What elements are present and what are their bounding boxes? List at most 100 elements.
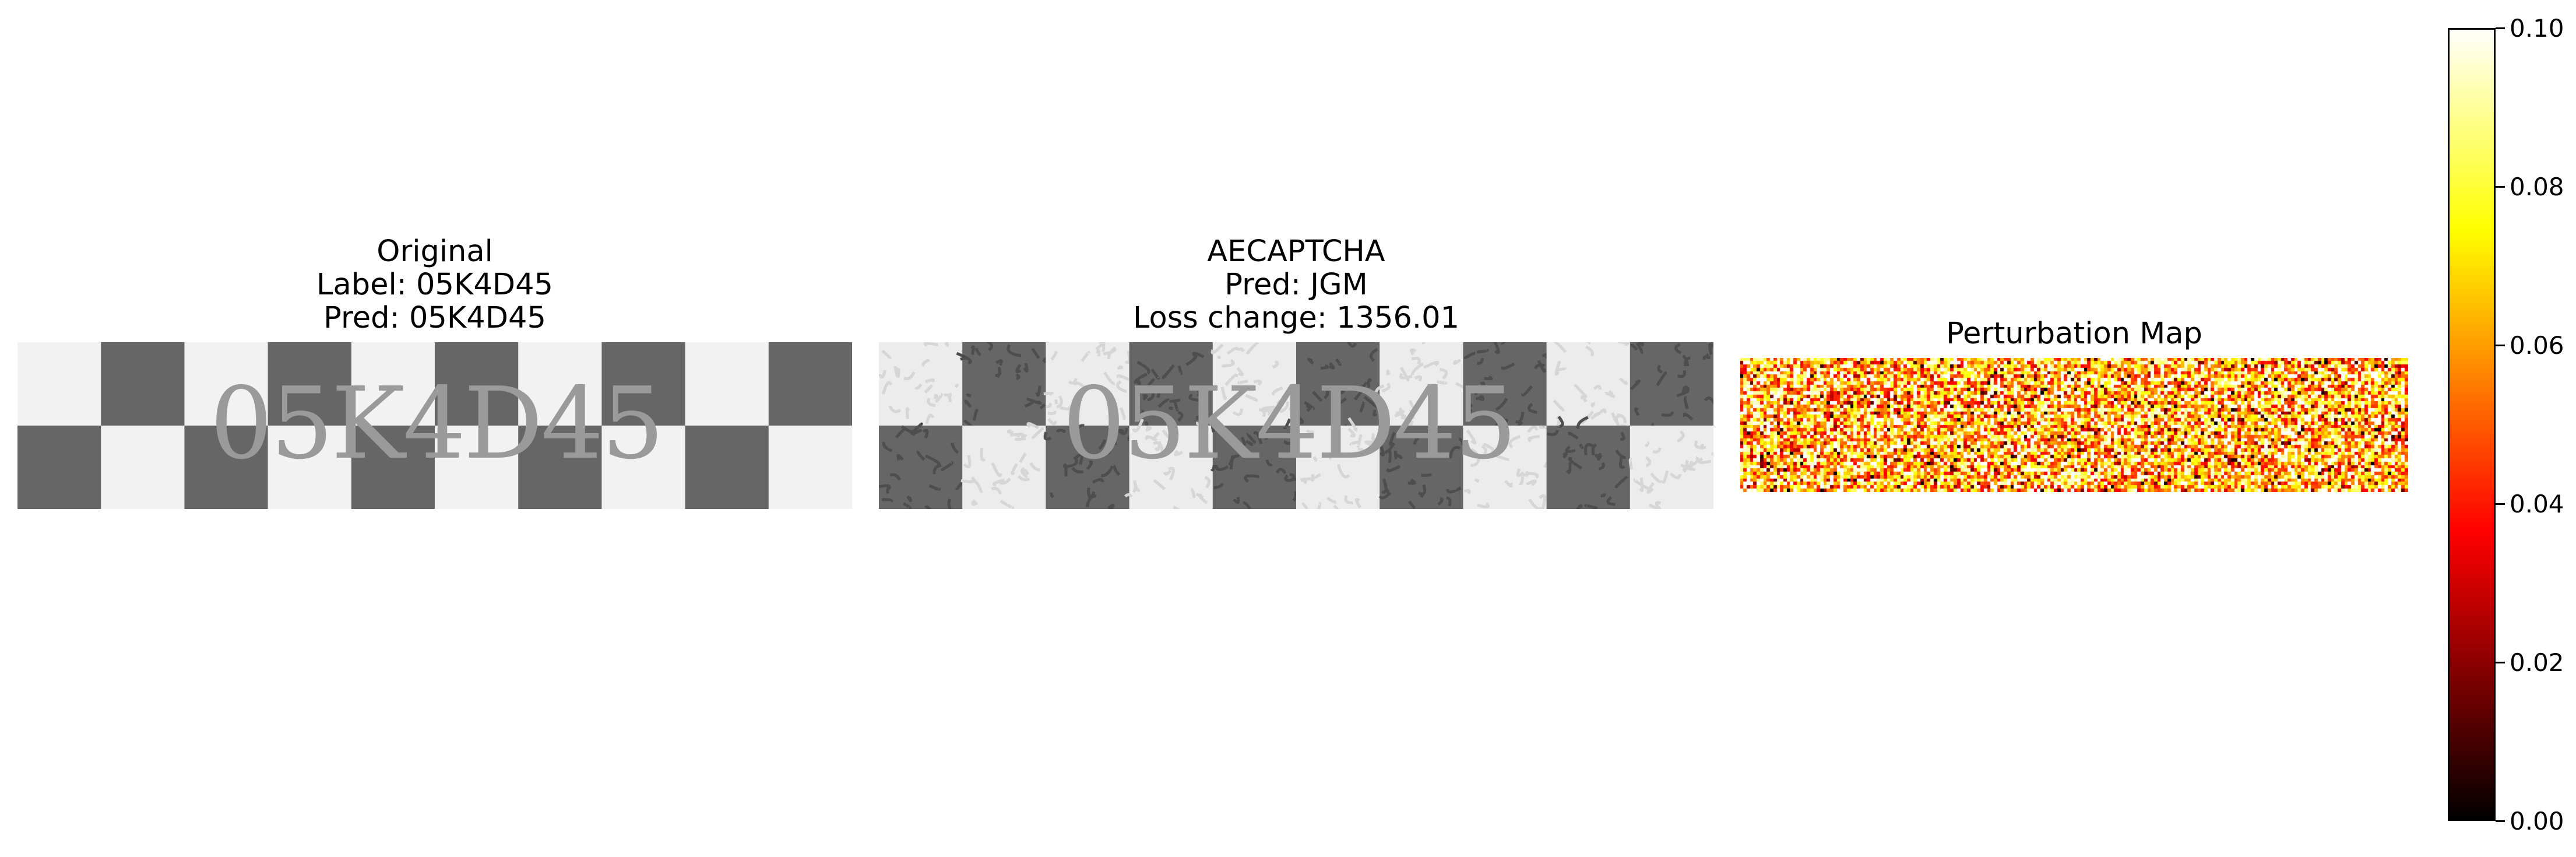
noise-stroke [986, 342, 994, 352]
noise-stroke [1031, 347, 1040, 359]
noise-stroke [1347, 427, 1356, 438]
noise-stroke [1446, 489, 1456, 494]
noise-stroke [1312, 391, 1323, 402]
noise-stroke [1476, 348, 1489, 354]
noise-stroke [1309, 473, 1315, 482]
noise-stroke [1157, 398, 1170, 408]
noise-stroke [980, 447, 986, 462]
noise-stroke [1634, 407, 1640, 416]
noise-stroke [1463, 489, 1471, 495]
noise-stroke [1407, 478, 1416, 485]
noise-stroke [1010, 433, 1025, 439]
noise-stroke [1196, 387, 1202, 397]
noise-stroke [934, 394, 939, 399]
noise-stroke [1026, 422, 1040, 430]
noise-stroke [1370, 433, 1375, 441]
noise-stroke [1378, 491, 1392, 500]
perturbation-panel-title: Perturbation Map [1946, 317, 2202, 351]
noise-stroke [1210, 343, 1224, 354]
noise-stroke [893, 366, 899, 378]
noise-stroke [1437, 497, 1444, 506]
noise-stroke [927, 397, 936, 408]
noise-stroke [888, 405, 902, 413]
noise-stroke [1292, 491, 1297, 502]
noise-stroke [1683, 467, 1693, 473]
noise-stroke [1373, 409, 1377, 417]
noise-stroke [1534, 363, 1546, 370]
aecaptcha-captcha-image: 05K4D45 [879, 342, 1713, 509]
colorbar-tick-label: 0.10 [2510, 14, 2564, 43]
checker-cell [768, 342, 852, 426]
original-checkerboard [17, 342, 852, 509]
noise-stroke [1233, 497, 1240, 504]
noise-stroke [1228, 454, 1240, 466]
noise-stroke [1133, 480, 1141, 492]
noise-stroke [1528, 435, 1540, 442]
noise-stroke [1553, 399, 1565, 412]
noise-stroke [1113, 465, 1121, 476]
noise-stroke [1050, 350, 1058, 361]
noise-stroke [1606, 496, 1616, 506]
noise-stroke [963, 455, 972, 468]
noise-stroke [999, 477, 1011, 485]
noise-stroke [1116, 380, 1127, 394]
noise-stroke [1474, 478, 1480, 483]
noise-stroke [1188, 393, 1200, 402]
aecaptcha-pred-line: Pred: JGM [1224, 268, 1368, 302]
noise-stroke [1367, 378, 1373, 388]
noise-stroke [1011, 463, 1018, 475]
noise-stroke [906, 495, 913, 503]
noise-stroke [1618, 456, 1625, 469]
noise-stroke [1414, 375, 1423, 382]
noise-stroke [945, 342, 949, 347]
noise-stroke [1086, 460, 1093, 470]
checker-cell [184, 342, 269, 426]
noise-stroke [1553, 342, 1567, 353]
checker-cell [1380, 342, 1464, 426]
noise-stroke [1071, 467, 1083, 473]
noise-stroke [971, 499, 979, 506]
noise-stroke [1134, 373, 1148, 384]
noise-stroke [1081, 351, 1090, 362]
noise-stroke [970, 345, 975, 355]
noise-stroke [1023, 363, 1029, 373]
noise-stroke [1630, 380, 1641, 391]
noise-stroke [1015, 364, 1022, 374]
noise-stroke [1015, 373, 1020, 381]
noise-stroke [1177, 410, 1184, 422]
noise-stroke [1500, 342, 1506, 345]
noise-stroke [1014, 433, 1027, 441]
noise-stroke [1092, 477, 1104, 484]
original-title-line: Original [376, 234, 493, 269]
noise-stroke [956, 352, 972, 364]
noise-stroke [1463, 352, 1476, 360]
noise-stroke [1244, 474, 1260, 483]
noise-stroke [1669, 472, 1681, 479]
colorbar-tick-label: 0.02 [2510, 648, 2564, 677]
noise-stroke [1114, 428, 1124, 435]
noise-stroke [1484, 375, 1493, 381]
noise-stroke [1546, 430, 1559, 436]
noise-stroke [1292, 414, 1300, 427]
noise-stroke [1637, 342, 1645, 347]
noise-stroke [1515, 412, 1525, 424]
noise-stroke [1199, 440, 1209, 451]
noise-stroke [995, 359, 1003, 366]
noise-stroke [1328, 454, 1333, 460]
noise-stroke [1708, 342, 1713, 355]
checker-cell [17, 342, 102, 426]
noise-stroke [1243, 501, 1251, 509]
noise-stroke [1413, 433, 1425, 445]
noise-stroke [1527, 426, 1539, 433]
noise-stroke [1449, 446, 1461, 459]
noise-stroke [1117, 427, 1128, 435]
noise-stroke [1353, 388, 1363, 401]
noise-stroke [1518, 476, 1525, 486]
checker-cell [1463, 426, 1547, 509]
noise-stroke [1195, 416, 1203, 422]
noise-stroke [1356, 434, 1363, 448]
noise-stroke [1113, 440, 1117, 445]
noise-stroke [1190, 488, 1196, 498]
noise-stroke [1268, 404, 1282, 416]
noise-stroke [1276, 468, 1287, 475]
